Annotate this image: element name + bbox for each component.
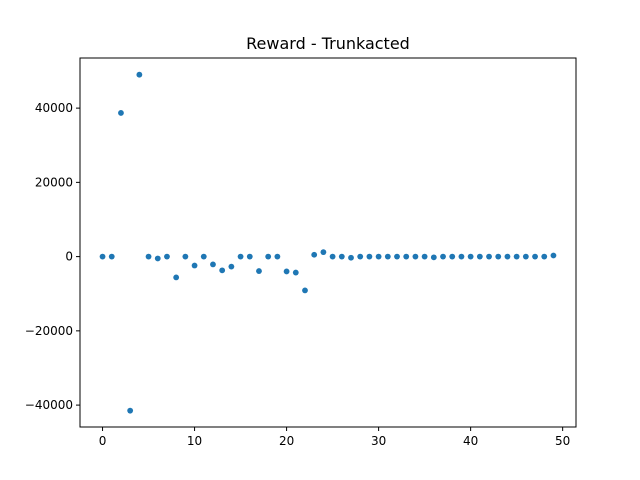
y-tick-label: 0 bbox=[65, 250, 73, 264]
data-point bbox=[191, 262, 198, 269]
x-tick-label: 0 bbox=[99, 434, 107, 448]
data-point bbox=[256, 268, 262, 274]
data-point bbox=[421, 253, 428, 260]
data-point bbox=[200, 253, 207, 260]
data-point bbox=[292, 269, 299, 276]
x-tick-label: 30 bbox=[371, 434, 386, 448]
data-point bbox=[173, 274, 180, 281]
y-axis-ticks: −40000 −20000 0 20000 40000 bbox=[25, 101, 80, 412]
data-point bbox=[541, 253, 548, 260]
x-tick-label: 10 bbox=[187, 434, 202, 448]
data-point bbox=[127, 407, 134, 414]
data-point bbox=[412, 253, 419, 260]
data-point bbox=[237, 253, 244, 260]
data-point bbox=[108, 253, 115, 260]
data-point bbox=[311, 251, 318, 258]
data-point bbox=[219, 267, 226, 274]
data-point bbox=[283, 268, 290, 275]
data-point bbox=[145, 253, 152, 260]
data-point bbox=[228, 263, 235, 270]
y-tick-label: 20000 bbox=[35, 175, 73, 189]
data-point bbox=[338, 253, 345, 260]
data-point bbox=[449, 253, 456, 260]
data-point bbox=[154, 255, 161, 262]
data-point bbox=[532, 253, 538, 260]
data-point bbox=[403, 253, 410, 260]
data-point bbox=[357, 253, 364, 260]
plot-frame bbox=[79, 57, 577, 428]
data-point bbox=[495, 253, 502, 260]
data-point bbox=[458, 253, 465, 260]
data-point bbox=[440, 253, 446, 260]
x-tick-label: 50 bbox=[555, 434, 570, 448]
x-tick-label: 40 bbox=[463, 434, 478, 448]
chart-title: Reward - Trunkacted bbox=[246, 34, 410, 53]
data-point bbox=[384, 253, 391, 260]
data-point bbox=[274, 253, 281, 260]
x-axis-ticks: 0 10 20 30 40 50 bbox=[99, 427, 570, 448]
data-point bbox=[182, 253, 189, 260]
data-point bbox=[246, 253, 253, 260]
data-point bbox=[476, 253, 483, 260]
data-point bbox=[504, 253, 511, 260]
data-point bbox=[430, 254, 437, 261]
data-point bbox=[522, 253, 529, 260]
data-point bbox=[348, 254, 354, 261]
data-point bbox=[136, 71, 143, 78]
data-point bbox=[265, 253, 272, 260]
y-tick-label: 40000 bbox=[35, 101, 73, 115]
data-point bbox=[320, 249, 327, 256]
y-tick-label: −20000 bbox=[25, 324, 73, 338]
y-tick-label: −40000 bbox=[25, 398, 73, 412]
data-points bbox=[99, 71, 557, 414]
data-point bbox=[394, 253, 400, 260]
data-point bbox=[99, 253, 106, 260]
data-point bbox=[486, 253, 492, 260]
data-point bbox=[513, 253, 520, 260]
data-point bbox=[550, 252, 557, 259]
x-tick-label: 20 bbox=[279, 434, 294, 448]
data-point bbox=[366, 253, 373, 260]
data-point bbox=[467, 253, 474, 260]
data-point bbox=[302, 287, 308, 294]
data-point bbox=[164, 253, 170, 260]
data-point bbox=[118, 110, 124, 116]
data-point bbox=[210, 261, 216, 268]
data-point bbox=[375, 253, 382, 260]
data-point bbox=[329, 253, 336, 260]
